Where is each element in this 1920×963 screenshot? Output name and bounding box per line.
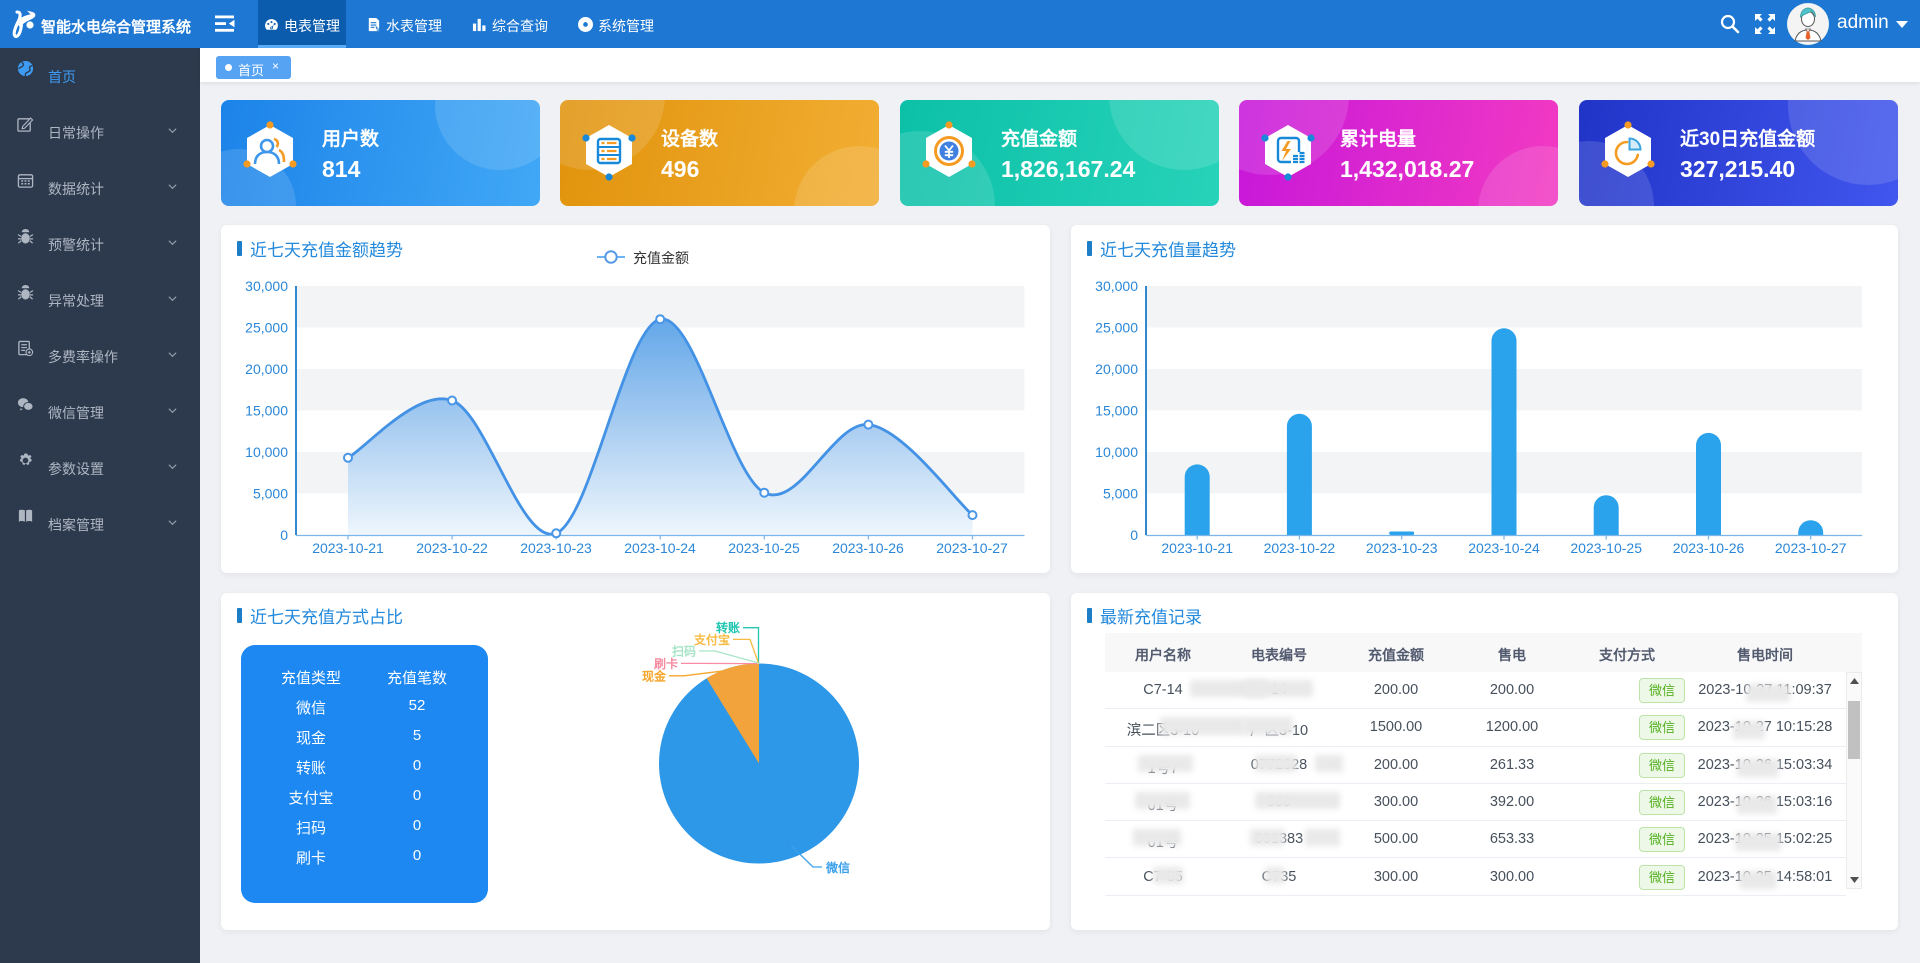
svg-text:支付宝: 支付宝 [693, 632, 730, 647]
svg-text:2023-10-25: 2023-10-25 [1570, 540, 1642, 556]
svg-text:现金: 现金 [642, 668, 667, 683]
svg-text:15,000: 15,000 [245, 403, 288, 419]
svg-text:2023-10-25: 2023-10-25 [728, 540, 800, 556]
svg-text:2023-10-26: 2023-10-26 [1673, 540, 1745, 556]
svg-text:30,000: 30,000 [1095, 278, 1138, 294]
svg-text:2023-10-26: 2023-10-26 [832, 540, 904, 556]
svg-text:5,000: 5,000 [1103, 486, 1138, 502]
svg-text:2023-10-23: 2023-10-23 [1366, 540, 1438, 556]
svg-text:微信: 微信 [825, 860, 850, 875]
svg-text:15,000: 15,000 [1095, 403, 1138, 419]
svg-text:2023-10-21: 2023-10-21 [312, 540, 384, 556]
svg-text:25,000: 25,000 [245, 320, 288, 336]
svg-text:30,000: 30,000 [245, 278, 288, 294]
svg-text:2023-10-23: 2023-10-23 [520, 540, 592, 556]
svg-text:2023-10-22: 2023-10-22 [416, 540, 488, 556]
svg-text:2023-10-27: 2023-10-27 [936, 540, 1008, 556]
svg-text:20,000: 20,000 [1095, 361, 1138, 377]
svg-text:转账: 转账 [716, 620, 740, 635]
svg-text:10,000: 10,000 [1095, 444, 1138, 460]
svg-text:刷卡: 刷卡 [654, 656, 678, 671]
svg-text:2023-10-22: 2023-10-22 [1264, 540, 1336, 556]
svg-text:0: 0 [280, 527, 288, 543]
svg-text:扫码: 扫码 [672, 644, 696, 659]
svg-text:2023-10-21: 2023-10-21 [1161, 540, 1233, 556]
svg-text:25,000: 25,000 [1095, 320, 1138, 336]
svg-text:2023-10-27: 2023-10-27 [1775, 540, 1847, 556]
svg-text:2023-10-24: 2023-10-24 [1468, 540, 1540, 556]
svg-text:2023-10-24: 2023-10-24 [624, 540, 696, 556]
svg-text:0: 0 [1130, 527, 1138, 543]
svg-text:10,000: 10,000 [245, 444, 288, 460]
svg-text:5,000: 5,000 [253, 486, 288, 502]
svg-text:20,000: 20,000 [245, 361, 288, 377]
